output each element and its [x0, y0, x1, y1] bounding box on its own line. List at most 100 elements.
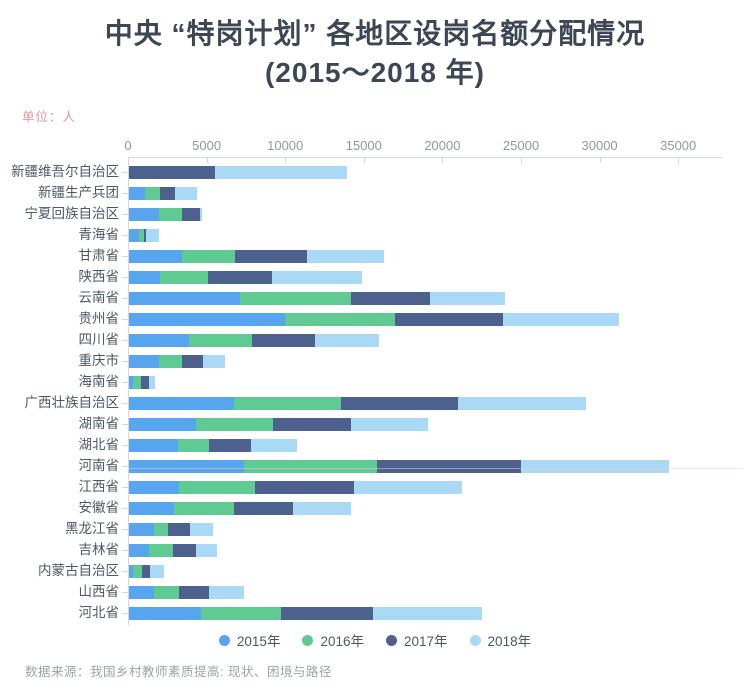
bar-segment-2016年: [177, 439, 210, 452]
page-title-line2: (2015～2018 年): [264, 57, 485, 88]
x-tick-mark: [363, 158, 365, 163]
bar-segment-2016年: [149, 544, 173, 557]
bar-row: [122, 561, 722, 582]
bar-segment-2017年: [272, 418, 352, 431]
legend-dot-icon: [302, 634, 314, 646]
bar-segment-2017年: [341, 397, 459, 410]
bar-segment-2016年: [178, 481, 255, 494]
x-tick-mark: [128, 158, 129, 163]
category-label: 陕西省: [78, 269, 120, 284]
x-tick-label: 25000: [502, 138, 540, 153]
bar-segment-2015年: [129, 229, 140, 242]
category-label: 海南省: [78, 374, 120, 389]
bar-segment-2018年: [430, 292, 505, 305]
bar-segment-2017年: [143, 229, 147, 242]
legend-dot-icon: [386, 634, 397, 646]
page-title: 中央 “特岗计划” 各地区设岗名额分配情况 (2015～2018 年): [0, 14, 750, 92]
bar-segment-2016年: [243, 460, 378, 473]
x-tick-mark: [442, 158, 444, 163]
legend: 2015年 2016年 2017年 2018年: [0, 630, 750, 650]
bar-segment-2016年: [195, 418, 273, 431]
bar-segment-2015年: [129, 502, 174, 515]
bar-segment-2016年: [188, 334, 252, 347]
category-label: 吉林省: [78, 542, 120, 557]
bar-segment-2015年: [129, 481, 179, 494]
bar-segment-2016年: [154, 523, 169, 536]
bar-row: [122, 456, 722, 477]
category-label: 河北省: [78, 605, 120, 620]
bar-segment-2015年: [129, 376, 134, 389]
category-label: 广西壮族自治区: [24, 395, 120, 410]
category-label: 江西省: [78, 479, 120, 494]
bar-segment-2018年: [521, 460, 669, 473]
bar-segment-2018年: [148, 376, 156, 389]
bar-segment-2018年: [196, 544, 218, 557]
category-label: 新疆维吾尔自治区: [11, 164, 119, 179]
category-label: 内蒙古自治区: [38, 563, 119, 578]
bar-segment-2017年: [233, 502, 294, 515]
unit-label: 单位：人: [22, 110, 77, 124]
bar-segment-2018年: [190, 523, 214, 536]
bar-segment-2015年: [129, 523, 155, 536]
bar-segment-2018年: [250, 439, 298, 452]
category-label: 甘肃省: [78, 248, 120, 263]
bar-segment-2018年: [150, 565, 164, 578]
bar-segment-2017年: [251, 334, 316, 347]
category-label: 黑龙江省: [65, 521, 119, 536]
bar-segment-2016年: [181, 250, 236, 263]
legend-label: 2016年: [320, 634, 364, 649]
plot-area: [122, 157, 722, 625]
x-tick-label: 0: [124, 138, 132, 153]
bar-segment-2015年: [129, 208, 159, 221]
bar-row: [122, 330, 722, 351]
bar-segment-2018年: [202, 355, 225, 368]
bar-segment-2016年: [158, 208, 183, 221]
bar-row: [122, 309, 722, 330]
x-axis-labels: 0 5000 10000 15000 20000 25000 30000 35000: [124, 138, 728, 154]
bar-segment-2016年: [158, 355, 182, 368]
bar-segment-2017年: [181, 355, 203, 368]
bar-segment-2018年: [272, 271, 363, 284]
bar-segment-2016年: [284, 313, 395, 326]
bar-segment-2018年: [214, 166, 347, 179]
bar-row: [122, 393, 722, 414]
legend-item-2016年: 2016年: [302, 630, 364, 650]
bar-row: [122, 246, 722, 267]
bar-row: [122, 540, 722, 561]
bar-segment-2018年: [175, 187, 197, 200]
legend-dot-icon: [218, 634, 230, 646]
bar-row: [122, 414, 722, 435]
bar-segment-2015年: [129, 439, 178, 452]
category-label: 贵州省: [78, 311, 120, 326]
x-tick-label: 10000: [267, 138, 304, 153]
bar-segment-2015年: [129, 586, 155, 599]
legend-item-2018年: 2018年: [469, 630, 531, 650]
bar-segment-2015年: [129, 313, 285, 326]
x-tick-label: 30000: [581, 138, 618, 153]
bar-segment-2015年: [129, 292, 240, 305]
category-label: 湖北省: [78, 437, 120, 452]
bar-row: [122, 498, 722, 519]
bar-row: [122, 267, 722, 288]
bar-segment-2017年: [235, 250, 308, 263]
bar-segment-2017年: [377, 460, 522, 473]
bar-row: [122, 183, 722, 204]
category-label: 安徽省: [78, 500, 120, 515]
bar-row: [122, 162, 722, 183]
bar-segment-2016年: [234, 397, 342, 410]
highlight-line: [128, 468, 744, 469]
bar-row: [122, 477, 722, 498]
bar-segment-2017年: [141, 565, 151, 578]
bar-segment-2017年: [168, 523, 191, 536]
category-label: 新疆生产兵团: [38, 185, 119, 200]
bar-segment-2017年: [280, 607, 374, 620]
bar-segment-2016年: [144, 187, 161, 200]
bar-segment-2015年: [129, 271, 161, 284]
source-text: 数据来源：我国乡村教师素质提高: 现状、困境与路径: [25, 665, 332, 679]
bar-segment-2018年: [503, 313, 620, 326]
legend-dot-icon: [469, 634, 481, 646]
x-tick-label: 35000: [660, 138, 697, 153]
bar-segment-2017年: [254, 481, 354, 494]
category-label: 重庆市: [78, 353, 120, 368]
x-tick-mark: [521, 158, 522, 163]
